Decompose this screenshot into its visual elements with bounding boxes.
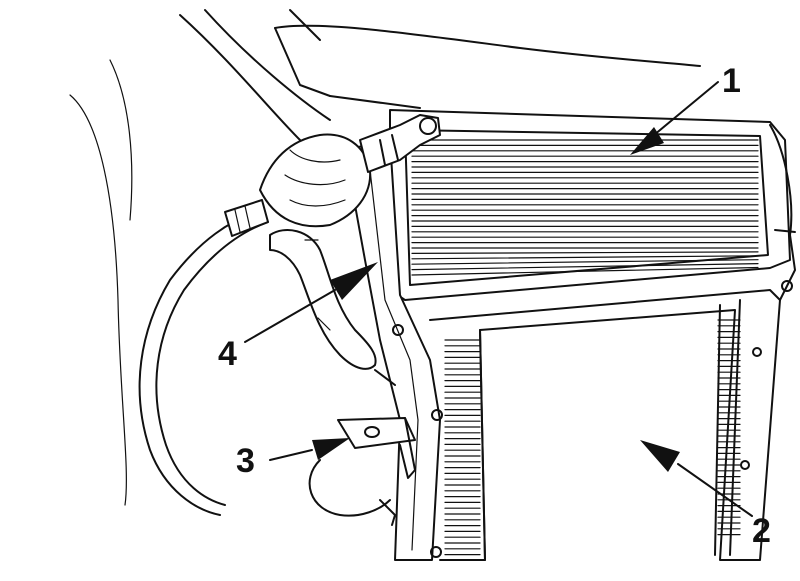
lower-frame (429, 280, 793, 561)
callout-label-3: 3 (236, 442, 255, 480)
callout-line-3 (269, 449, 313, 461)
shroud-outline (69, 9, 701, 506)
callout-line-4 (244, 289, 336, 343)
callout-label-2: 2 (752, 512, 771, 550)
side-support (344, 139, 443, 561)
air-hose (138, 199, 269, 516)
callout-line-2 (677, 463, 753, 517)
right-bracket (769, 124, 796, 301)
callout-arrows (244, 81, 753, 517)
callout-line-1 (647, 81, 719, 141)
callout-label-1: 1 (722, 62, 741, 100)
mounting-bracket (308, 417, 416, 526)
callout-arrowhead-1 (630, 127, 664, 155)
callout-arrowhead-4 (330, 262, 378, 300)
callout-arrowhead-2 (640, 440, 680, 472)
callout-label-4: 4 (218, 335, 237, 373)
radiator-core (411, 139, 759, 276)
hand-with-air-gun (179, 9, 441, 228)
callout-arrowhead-3 (312, 438, 350, 460)
coolant-hose (269, 229, 396, 386)
lower-frame-slats (444, 319, 741, 556)
